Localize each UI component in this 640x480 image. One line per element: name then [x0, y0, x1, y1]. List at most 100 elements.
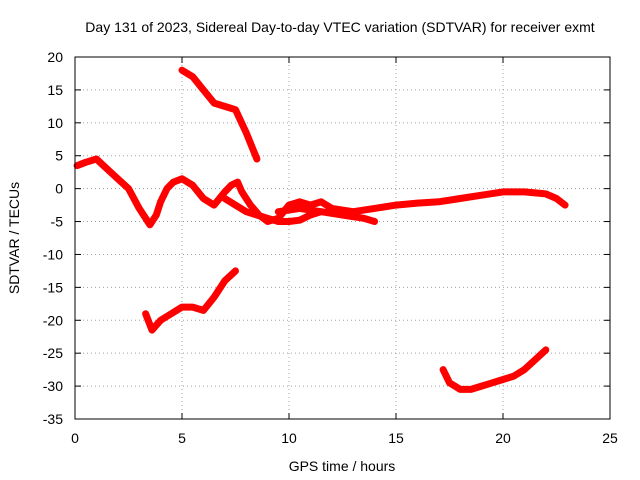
data-point: [168, 310, 175, 317]
data-point: [243, 208, 250, 215]
x-tick-label: 0: [71, 430, 79, 446]
x-tick-label: 15: [388, 430, 404, 446]
data-point: [264, 215, 271, 222]
data-point: [339, 212, 346, 218]
chart-title: Day 131 of 2023, Sidereal Day-to-day VTE…: [85, 19, 594, 35]
y-tick-label: 10: [47, 115, 63, 131]
y-tick-label: 20: [47, 49, 63, 65]
data-point: [371, 218, 378, 225]
data-point: [211, 202, 218, 209]
data-point: [146, 221, 153, 228]
y-tick-label: 0: [55, 181, 63, 197]
data-point: [275, 218, 282, 225]
x-tick-label: 25: [602, 430, 618, 446]
x-axis-label: GPS time / hours: [289, 458, 396, 474]
data-point: [500, 188, 506, 195]
y-tick-label: -35: [43, 411, 63, 427]
y-tick-label: -20: [43, 312, 63, 328]
data-point: [467, 386, 474, 393]
data-point: [521, 366, 528, 373]
data-point: [221, 103, 228, 110]
data-point: [296, 198, 303, 205]
data-point: [157, 198, 164, 205]
y-tick-label: 15: [47, 82, 63, 98]
data-point: [189, 73, 196, 80]
data-point: [446, 379, 453, 386]
data-point: [200, 195, 207, 202]
plot-frame: [74, 56, 611, 420]
grid: [75, 57, 610, 419]
data-point: [170, 179, 177, 186]
data-point: [457, 195, 464, 202]
y-tick-label: -5: [51, 214, 64, 230]
y-tick-label: -25: [43, 345, 63, 361]
data-point: [211, 100, 218, 107]
data-point: [221, 277, 228, 284]
data-point: [457, 386, 464, 393]
data-point: [318, 208, 325, 215]
data-point: [179, 67, 185, 74]
data-point: [82, 159, 89, 166]
x-tick-label: 10: [281, 430, 297, 446]
data-point: [153, 212, 160, 218]
series-line-arc-low-left: [142, 267, 239, 334]
ticks: 0 5 10 15 20 25 20 15 10 5 0 -5 -10 -15 -20 -25 -30 -35: [43, 49, 618, 446]
data-point: [253, 156, 260, 162]
data-point: [440, 366, 447, 373]
data-point: [125, 185, 132, 192]
data-point: [435, 198, 442, 205]
data-point: [478, 192, 485, 199]
series-line-arc-secondary: [221, 195, 325, 225]
data-point: [360, 215, 367, 222]
data-point: [253, 212, 260, 218]
y-tick-label: -15: [43, 279, 63, 295]
data-point: [104, 165, 111, 172]
data-point: [200, 86, 207, 93]
data-point: [247, 202, 254, 209]
data-point: [149, 327, 155, 334]
data-point: [189, 182, 196, 189]
data-point: [562, 202, 569, 209]
data-point: [286, 218, 292, 225]
data-point: [275, 208, 282, 215]
data-point: [238, 188, 245, 195]
y-tick-label: 5: [55, 148, 63, 164]
data-point: [200, 307, 207, 314]
series-line-arc-high: [178, 66, 261, 163]
data-point: [318, 198, 325, 205]
data-point: [232, 267, 239, 274]
series-group: [73, 66, 569, 393]
data-point: [510, 373, 517, 380]
data-point: [296, 205, 303, 212]
data-point: [296, 217, 303, 224]
data-point: [500, 376, 506, 383]
data-point: [142, 310, 149, 317]
data-point: [189, 304, 196, 311]
data-point: [489, 379, 496, 386]
data-point: [553, 195, 560, 202]
data-point: [74, 162, 81, 169]
data-point: [243, 129, 250, 136]
data-point: [393, 202, 399, 209]
data-point: [211, 294, 218, 301]
data-point: [542, 346, 549, 353]
data-point: [164, 185, 170, 192]
data-point: [478, 383, 485, 390]
data-point: [521, 188, 528, 195]
data-point: [114, 175, 121, 182]
data-point: [179, 175, 185, 182]
y-tick-label: -30: [43, 378, 63, 394]
x-tick-label: 5: [178, 430, 186, 446]
x-tick-label: 20: [495, 430, 511, 446]
data-point: [542, 190, 549, 197]
data-point: [232, 202, 239, 209]
data-point: [221, 195, 228, 202]
data-point: [371, 205, 378, 212]
data-point: [179, 304, 185, 311]
data-point: [157, 317, 164, 324]
data-point: [93, 156, 100, 162]
data-point: [221, 188, 228, 195]
data-point: [234, 179, 241, 186]
